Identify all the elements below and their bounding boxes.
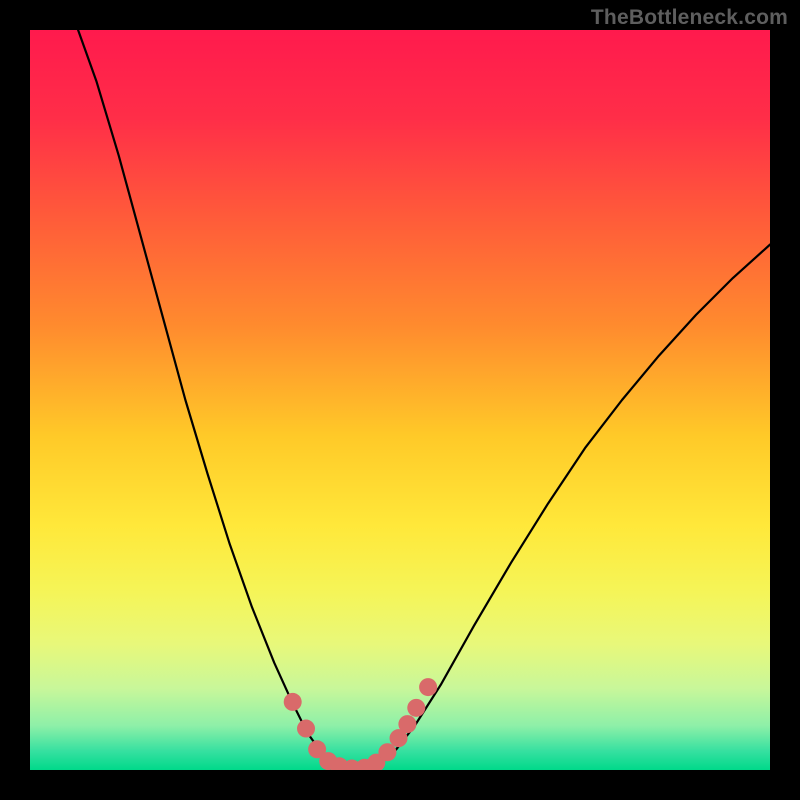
chart-svg bbox=[30, 30, 770, 770]
curve-marker bbox=[297, 720, 315, 738]
curve-marker bbox=[284, 693, 302, 711]
curve-marker bbox=[407, 699, 425, 717]
curve-marker bbox=[378, 743, 396, 761]
watermark-label: TheBottleneck.com bbox=[591, 6, 788, 30]
curve-marker bbox=[398, 715, 416, 733]
chart-frame: TheBottleneck.com bbox=[0, 0, 800, 800]
plot-area bbox=[30, 30, 770, 770]
curve-marker bbox=[419, 678, 437, 696]
gradient-background bbox=[30, 30, 770, 770]
